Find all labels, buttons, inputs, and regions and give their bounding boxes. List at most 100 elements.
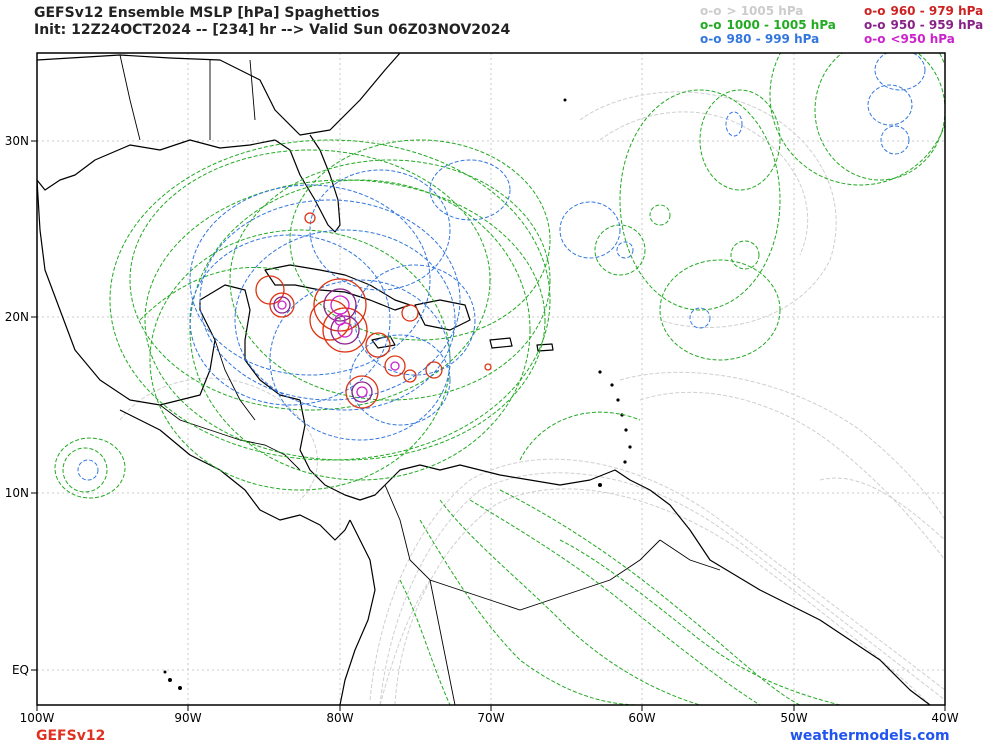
contour-purple-2 [323,288,357,322]
contour-blue-12 [880,125,910,155]
lesser-antilles [163,98,632,690]
island-galapagos [163,670,167,674]
contour-magenta-4 [334,314,346,326]
legend-entry-980-999: o-o 980 - 999 hPa [700,32,836,46]
contour-blue-14 [874,53,926,91]
axis-ticks [31,140,946,711]
gulf-coast-north [37,139,276,191]
border-colombia-peru [429,579,456,705]
island-galapagos [178,686,182,690]
lat-labels: 30N 20N 10N EQ [5,134,29,677]
contour-grey-3 [394,488,931,705]
legend-label: 1000 - 1005 hPa [726,18,836,32]
lon-label: 70W [477,711,504,725]
coastlines [37,53,931,705]
border-honduras [239,439,301,471]
contour-red-4 [322,307,368,353]
hispaniola [414,299,471,331]
contour-green-23 [559,539,841,705]
island-bermuda [563,98,567,102]
lat-label: EQ [12,663,29,677]
contours-980-999 [77,53,926,481]
contour-magenta-3 [337,322,353,338]
lon-label: 100W [20,711,55,725]
lat-label: 10N [5,486,29,500]
source-link[interactable]: weathermodels.com [790,728,950,744]
lat-label: 30N [5,134,29,148]
legend-marker: o-o [864,32,886,46]
legend-label: 960 - 979 hPa [890,4,984,18]
contour-green-12 [659,259,781,361]
south-america-atlantic-coast [649,489,931,705]
contour-green-15 [649,204,671,226]
legend-label: 950 - 959 hPa [890,18,984,32]
contour-grey-7 [639,391,945,561]
legend-left: o-o > 1005 hPa o-o 1000 - 1005 hPa o-o 980 … [700,4,836,46]
contour-red-7 [365,332,391,358]
contours-960-979 [255,212,492,409]
legend-label: > 1005 hPa [726,4,804,18]
legend-entry-gt1005: o-o > 1005 hPa [700,4,836,18]
island [628,445,632,449]
contour-red-5 [309,299,351,341]
contour-magenta-6 [390,361,400,371]
contour-red-11 [403,369,417,383]
contour-green-14 [730,240,760,270]
contour-blue-3 [189,184,431,376]
legend-marker: o-o [700,18,722,32]
contour-blue-11 [77,459,99,481]
contour-blue-2 [234,229,456,411]
contour-red-9 [384,355,406,377]
lon-label: 80W [326,711,353,725]
contour-red-2 [255,275,285,305]
island [624,428,628,432]
legend-entry-lt950: o-o <950 hPa [864,32,983,46]
chart-subtitle: Init: 12Z24OCT2024 -- [234] hr --> Valid… [34,22,511,38]
contour-blue-10 [689,307,711,329]
contour-purple-3 [330,315,360,345]
legend-label: 980 - 999 hPa [726,32,820,46]
contour-grey-6 [599,111,809,256]
border-mexico-guatemala [159,404,241,441]
contours-gt1005 [119,91,945,705]
lon-label: 90W [174,711,201,725]
border-belize [214,339,256,421]
contour-blue-1 [199,199,461,401]
legend-right: o-o 960 - 979 hPa o-o 950 - 959 hPa o-o <95… [864,4,983,46]
virgin-islands [536,343,554,352]
contour-magenta-1 [277,300,287,310]
contour-green-10 [619,89,781,311]
contour-grey-1 [369,458,945,701]
florida-peninsula [274,134,341,233]
contour-red-1 [269,292,295,318]
contour-magenta-5 [356,386,368,398]
chart-title: GEFSv12 Ensemble MSLP [hPa] Spaghettios [34,5,380,21]
contour-red-10 [425,361,443,379]
contour-purple-4 [351,381,373,403]
graticule [37,53,945,705]
lat-label: 20N [5,310,29,324]
contour-green-3 [129,149,491,411]
lon-label: 40W [931,711,958,725]
central-america-pacific [119,409,351,541]
contours-1000-1005 [54,53,945,705]
contour-blue-13 [867,84,913,126]
mexico-gulf-coast [37,179,301,406]
legend-marker: o-o [700,4,722,18]
contour-green-22 [399,579,451,705]
borders [119,54,721,705]
border-us-3 [249,59,256,121]
contour-green-4 [189,179,531,481]
contours-lt950 [277,295,400,398]
contours-950-959 [273,288,373,403]
contour-blue-17 [349,334,451,426]
south-america-pacific-coast [339,519,376,705]
island [623,460,627,464]
contour-red-6 [345,375,379,409]
lon-label: 50W [780,711,807,725]
legend-entry-950-959: o-o 950 - 959 hPa [864,18,983,32]
island [610,383,614,387]
contour-grey-9 [819,477,945,541]
border-colombia-venezuela [384,484,661,611]
